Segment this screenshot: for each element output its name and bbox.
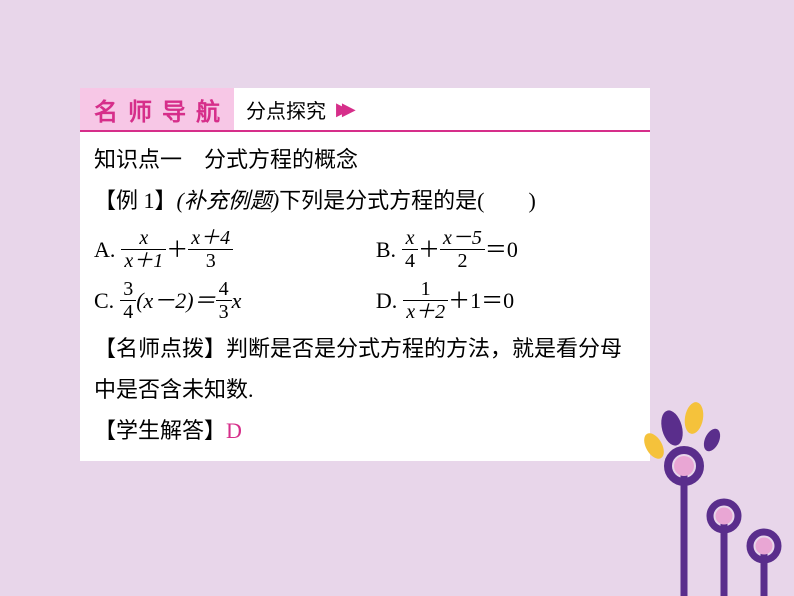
option-d-tail: ＋1＝0 <box>448 281 514 322</box>
frac-num: x <box>402 227 418 249</box>
option-a-frac1: x x＋1 <box>121 227 166 272</box>
option-b-tail: ＝0 <box>485 230 518 271</box>
option-a-frac2: x＋4 3 <box>188 227 233 272</box>
frac-num: x－5 <box>440 227 485 249</box>
plus-icon: ＋ <box>418 230 440 271</box>
frac-den: 3 <box>216 300 232 323</box>
example-line: 【例 1】(补充例题)下列是分式方程的是( ) <box>94 181 636 222</box>
frac-num: 3 <box>120 278 136 300</box>
option-c-mid: (x－2)＝ <box>136 281 215 322</box>
option-b-frac1: x 4 <box>402 227 418 272</box>
frac-den: 4 <box>402 249 418 272</box>
plus-icon: ＋ <box>166 230 188 271</box>
header-title: 名师导航 <box>80 88 234 130</box>
frac-den: x＋1 <box>121 249 166 272</box>
option-b-label: B. <box>376 230 396 271</box>
options-row-1: A. x x＋1 ＋ x＋4 3 B. x 4 ＋ x－5 <box>94 227 636 272</box>
option-b-frac2: x－5 2 <box>440 227 485 272</box>
body-area: 知识点一 分式方程的概念 【例 1】(补充例题)下列是分式方程的是( ) A. … <box>80 132 650 461</box>
answer-value: D <box>226 418 242 443</box>
options-row-2: C. 3 4 (x－2)＝ 4 3 x D. 1 x＋2 ＋1＝0 <box>94 278 636 323</box>
knowledge-point: 知识点一 分式方程的概念 <box>94 140 636 181</box>
answer-block: 【学生解答】D <box>94 411 636 452</box>
frac-den: x＋2 <box>403 300 448 323</box>
content-box: 名师导航 分点探究 ▶▶ 知识点一 分式方程的概念 【例 1】(补充例题)下列是… <box>80 88 650 461</box>
option-a: A. x x＋1 ＋ x＋4 3 <box>94 227 376 272</box>
frac-num: x＋4 <box>188 227 233 249</box>
option-c-frac1: 3 4 <box>120 278 136 323</box>
frac-den: 2 <box>440 249 485 272</box>
header-arrows-icon: ▶▶ <box>336 99 348 120</box>
frac-den: 4 <box>120 300 136 323</box>
option-c-tailvar: x <box>232 281 242 322</box>
header-subtitle-wrap: 分点探究 ▶▶ <box>234 95 348 124</box>
answer-label: 【学生解答】 <box>94 418 226 443</box>
frac-num: 4 <box>216 278 232 300</box>
option-c-label: C. <box>94 281 114 322</box>
frac-den: 3 <box>188 249 233 272</box>
example-note: (补充例题) <box>177 188 280 213</box>
option-b: B. x 4 ＋ x－5 2 ＝0 <box>376 227 636 272</box>
hint-block: 【名师点拨】判断是否是分式方程的方法，就是看分母中是否含未知数. <box>94 329 636 410</box>
option-d-frac1: 1 x＋2 <box>403 278 448 323</box>
option-c: C. 3 4 (x－2)＝ 4 3 x <box>94 278 376 323</box>
header-subtitle: 分点探究 <box>246 95 326 124</box>
hint-label: 【名师点拨】 <box>94 336 226 361</box>
option-a-label: A. <box>94 230 115 271</box>
option-c-frac2: 4 3 <box>216 278 232 323</box>
header-row: 名师导航 分点探究 ▶▶ <box>80 88 650 132</box>
example-label: 【例 1】 <box>94 188 177 213</box>
option-d-label: D. <box>376 281 397 322</box>
frac-num: 1 <box>403 278 448 300</box>
example-stem: 下列是分式方程的是( ) <box>279 188 536 213</box>
option-d: D. 1 x＋2 ＋1＝0 <box>376 278 636 323</box>
frac-num: x <box>121 227 166 249</box>
